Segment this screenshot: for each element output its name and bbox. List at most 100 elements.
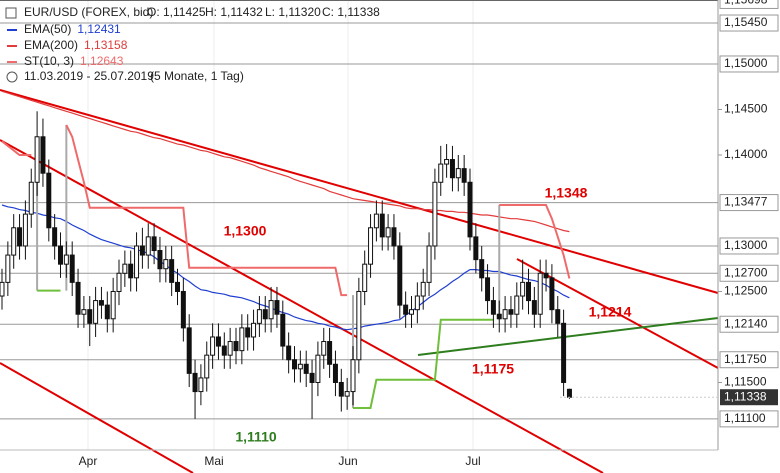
level-box [719,264,779,282]
candle-body [122,263,128,274]
trend-line [417,317,719,356]
candle-body [403,304,409,315]
candle-body [461,168,467,183]
level-label: 1,15450 [724,15,768,29]
x-tick-label: Apr [79,454,98,468]
candle-body [321,341,327,356]
candle-body [368,227,374,265]
candle-body [22,213,28,247]
candle-body [204,354,210,379]
candle-body [473,236,479,261]
last-price-box [720,389,778,406]
candle-body [514,295,520,315]
y-tick-label: 1,14000 [724,147,768,161]
candle-body [286,345,292,361]
candle-body [5,254,11,283]
candle-body [526,281,531,302]
candle-body [75,281,81,315]
candle-body [327,341,333,365]
legend: EUR/USD (FOREX, bid) O: 1,11425 H: 1,114… [5,5,380,83]
candle-body [344,391,350,397]
candle-body [555,309,561,324]
level-label: 1,13477 [724,195,768,209]
candle-body [110,290,116,320]
candle-body [379,213,385,238]
legend-period: (5 Monate, 1 Tag) [150,69,244,83]
candle-body [145,236,151,256]
candle-body [373,213,379,229]
candle-body [104,304,110,320]
candle-body [397,245,403,306]
candles [0,111,572,419]
candle-body [426,245,432,283]
candle-body [134,245,140,279]
candle-body [215,336,221,347]
legend-ohlc: O: 1,11425 [147,5,206,19]
legend-value: 1,13158 [84,38,128,52]
candle-body [467,181,473,238]
level-box [719,315,779,333]
candle-body [17,227,23,247]
legend-name: EMA(200) [24,38,78,52]
candle-body [81,309,87,315]
candle-body [139,245,145,256]
level-label: 1,11750 [724,352,767,366]
y-tick-label: 1,12500 [724,284,768,298]
candle-body [221,345,227,356]
y-tick-label: 1,14500 [724,102,768,116]
legend-value: 1,12431 [77,22,121,36]
candle-body [409,309,414,315]
legend-title: EUR/USD (FOREX, bid) [24,5,153,19]
candle-body [98,300,104,306]
level-label: 1,11100 [724,411,766,425]
candle-body [233,341,239,352]
level-box [719,14,779,32]
candle-body [151,236,157,252]
candle-body [338,381,344,397]
candle-body [449,159,455,179]
candle-body [274,300,280,315]
candle-body [93,300,99,324]
candle-body [116,272,122,292]
candle-body [432,181,438,247]
legend-ohlc: C: 1,11338 [322,5,380,19]
candle-body [502,309,508,320]
candle-body [385,227,391,238]
legend-icon [6,71,18,83]
supertrend-line [353,318,494,409]
level-box [719,237,779,255]
candle-body [297,363,303,370]
candle-body [186,327,192,374]
candle-body [0,281,5,297]
level-label: 1,12140 [724,316,768,330]
candle-body [479,259,485,279]
candle-body [28,181,34,215]
candle-body [508,309,514,315]
legend-date-range: 11.03.2019 - 25.07.2019 [24,69,154,83]
trend-line [0,139,604,473]
candle-body [175,281,180,292]
candle-body [543,272,549,279]
legend-icon [5,7,17,19]
candle-body [490,300,496,315]
level-label: 1,15000 [724,56,768,70]
candle-body [163,259,169,270]
candle-body [87,309,93,324]
level-box [719,351,779,369]
candle-body [537,272,543,315]
candle-body [210,336,216,356]
trend-line [0,89,719,294]
candle-body [58,245,63,265]
candle-body [520,281,526,297]
candle-body [292,359,297,370]
candle-body [69,254,75,283]
candle-body [46,172,52,229]
candle-body [414,295,420,311]
candle-body [420,281,426,297]
candle-body [169,259,175,283]
candle-body [198,377,204,393]
x-tick-label: Mai [204,454,223,468]
level-label: 1,15698 [724,0,768,7]
annotation: 1,1214 [589,304,632,320]
